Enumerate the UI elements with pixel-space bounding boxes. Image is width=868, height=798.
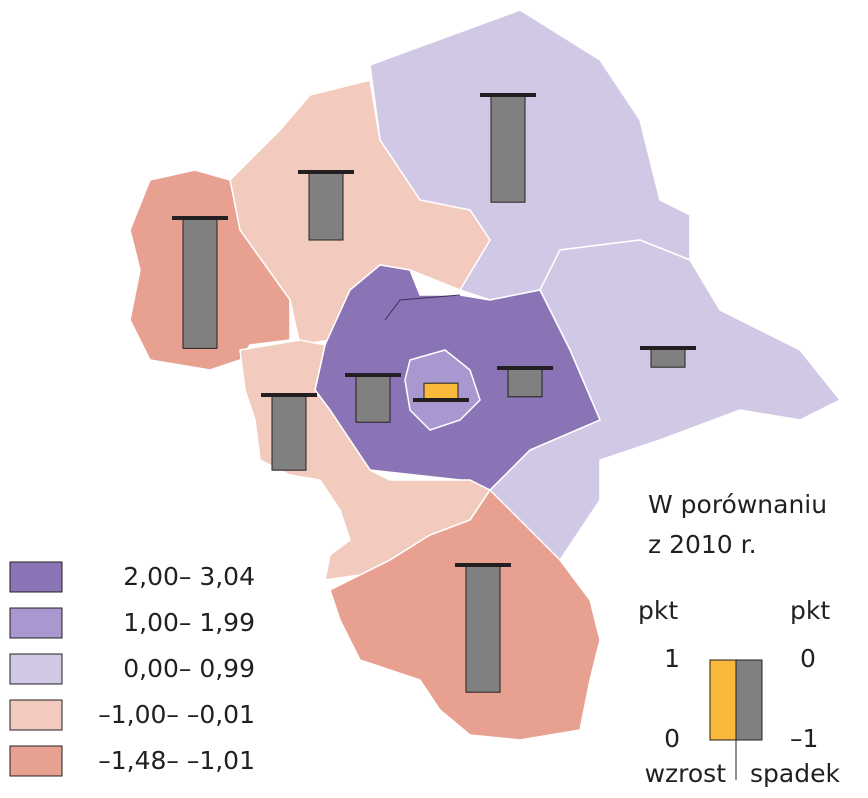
key-unit: pkt [638,596,678,625]
legend-swatch [9,653,63,685]
legend-swatch [9,561,63,593]
bar [650,347,686,368]
legend-label: –1,48– –1,01 [98,746,255,775]
key-decrease-label: spadek [750,759,840,788]
legend-swatch [9,699,63,731]
region [329,488,601,741]
bar [355,374,391,423]
legend-label: 1,00– 1,99 [123,608,255,637]
legend-label: –1,00– –0,01 [98,700,255,729]
bar [490,94,526,203]
key-increase-label: wzrost [645,759,727,788]
key-tick: 0 [664,724,680,753]
bar [271,394,307,471]
bar [182,217,218,349]
legend-label: 2,00– 3,04 [123,562,255,591]
key-title: W porównaniu [648,490,827,519]
bar [308,171,344,241]
key-decrease-bar [735,659,763,741]
key-unit: pkt [790,596,830,625]
key-tick: 1 [664,644,680,673]
key: W porównaniu z 2010 r. pkt pkt 1 0 0 –1 … [638,490,840,788]
legend-label: 0,00– 0,99 [123,654,255,683]
key-title: z 2010 r. [648,530,757,559]
key-tick: –1 [790,724,818,753]
bar [465,564,501,693]
legend: 2,00– 3,04 1,00– 1,99 0,00– 0,99 –1,00– –0,… [9,561,255,777]
key-increase-bar [709,659,737,741]
key-tick: 0 [800,644,816,673]
border [384,294,461,321]
bar [423,382,459,401]
bar [507,367,543,398]
legend-swatch [9,745,63,777]
bars [172,93,696,693]
legend-swatch [9,607,63,639]
